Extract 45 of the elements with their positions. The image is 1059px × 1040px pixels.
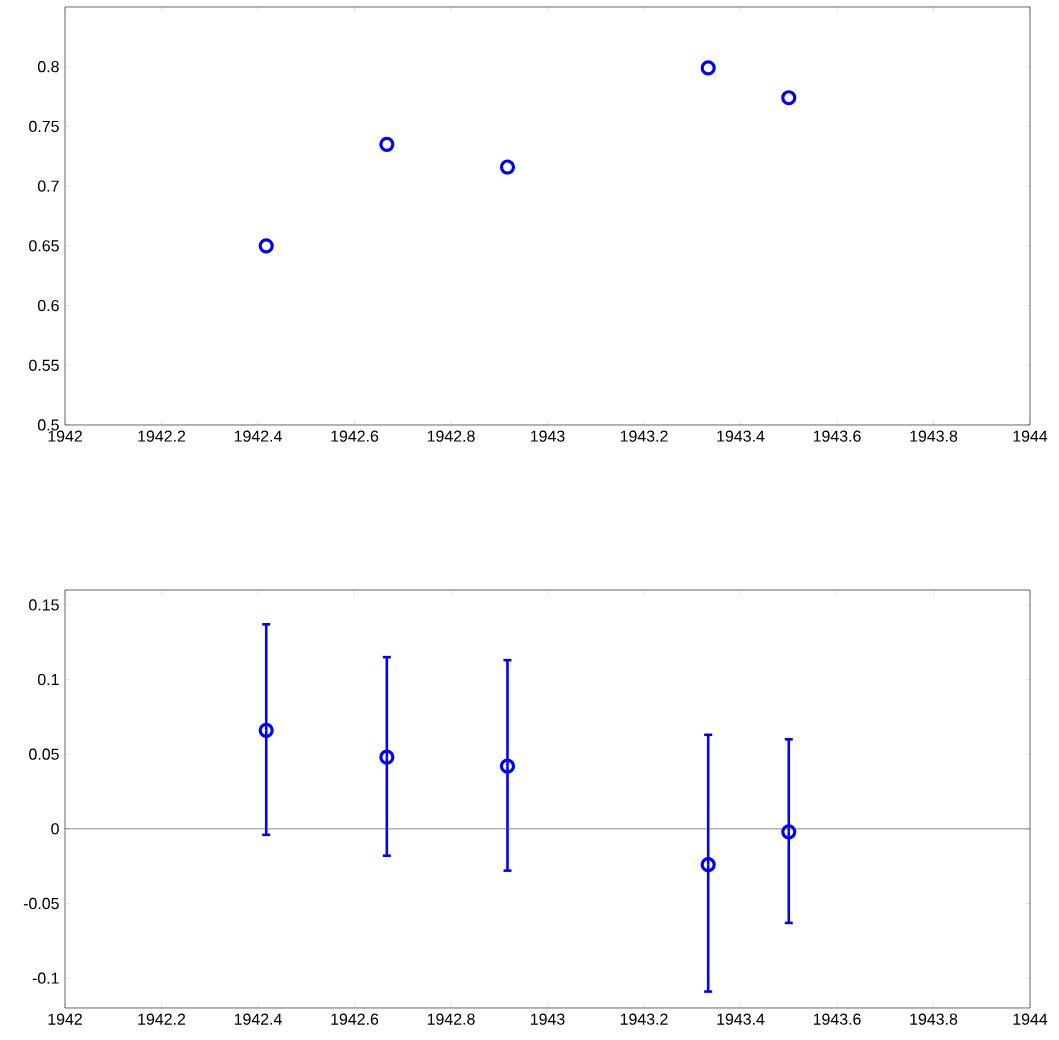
point [258, 238, 274, 254]
x-tick-label: 1942.6 [331, 430, 379, 442]
x-tick-label: 1944 [1013, 430, 1048, 442]
point [781, 90, 797, 106]
point [499, 758, 516, 774]
x-tick-label: 1942.2 [138, 1013, 186, 1025]
x-tick-label: 1942.2 [138, 430, 186, 442]
y-tick-label: 0 [51, 823, 59, 835]
y-tick-label: -0.1 [32, 972, 59, 984]
point [379, 136, 395, 152]
x-tick-label: 1943.6 [813, 1013, 861, 1025]
y-tick-label: 0.6 [37, 299, 59, 312]
x-tick-label: 1943.8 [910, 430, 958, 442]
x-tick-label: 1942.4 [234, 430, 282, 442]
x-tick-label: 1942.8 [427, 430, 475, 442]
x-tick-label: 1942.4 [234, 1013, 282, 1025]
x-tick-label: 1943 [531, 430, 565, 442]
y-tick-label: 0.65 [29, 240, 59, 252]
x-tick-label: 1942.6 [331, 1013, 379, 1025]
point [499, 159, 516, 175]
y-tick-label: 0.1 [37, 673, 59, 686]
y-tick-label: 0.55 [29, 359, 59, 371]
x-tick-label: 1942.8 [427, 1013, 475, 1025]
y-tick-label: 0.15 [29, 599, 59, 611]
point [781, 824, 797, 840]
x-tick-label: 1943 [531, 1013, 565, 1025]
x-tick-label: 1942 [48, 430, 82, 442]
x-tick-label: 1944 [1013, 1013, 1048, 1025]
point [700, 60, 716, 76]
point [379, 749, 395, 765]
point [258, 722, 274, 738]
y-tick-label: 0.5 [37, 419, 59, 431]
x-tick-label: 1943.8 [910, 1013, 958, 1025]
x-tick-label: 1943.2 [620, 430, 668, 442]
x-tick-label: 1942 [48, 1013, 82, 1025]
x-tick-label: 1943.4 [717, 430, 765, 442]
x-tick-label: 1943.4 [717, 1013, 765, 1025]
y-tick-label: 0.05 [29, 748, 59, 760]
x-tick-label: 1943.6 [813, 430, 861, 442]
y-tick-label: -0.05 [23, 897, 59, 910]
x-tick-label: 1943.2 [620, 1013, 668, 1025]
y-tick-label: 0.75 [29, 120, 59, 133]
y-tick-label: 0.7 [37, 180, 59, 192]
y-tick-label: 0.8 [37, 61, 59, 73]
point [700, 857, 716, 873]
